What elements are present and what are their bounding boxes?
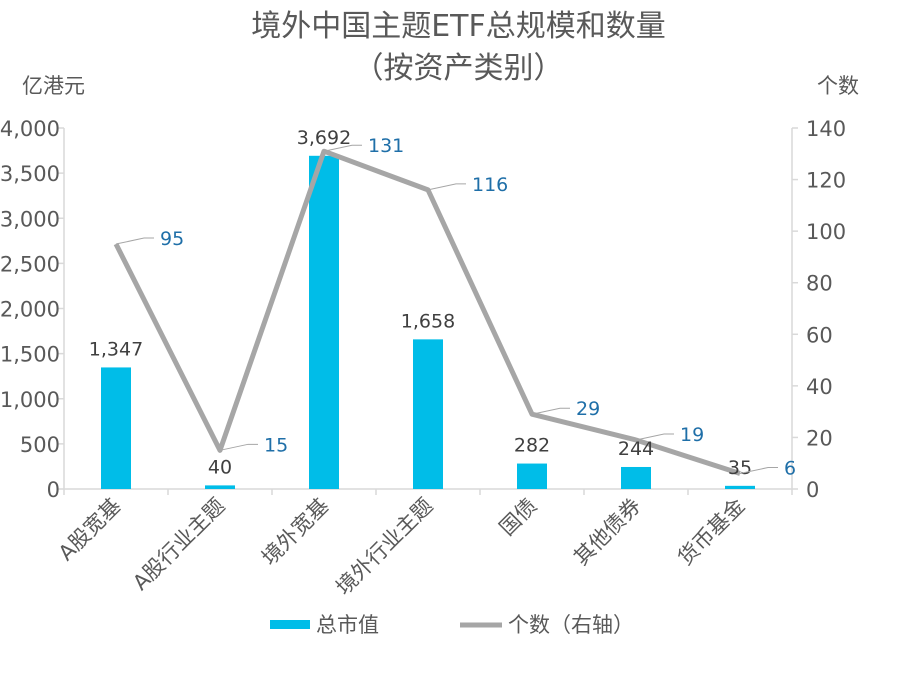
bar-value-label: 35 — [728, 457, 752, 479]
legend-label-line: 个数（右轴） — [508, 613, 634, 637]
leader-line — [635, 433, 674, 441]
bar — [309, 155, 339, 489]
chart-title-block: 境外中国主题ETF总规模和数量 （按资产类别） — [0, 6, 917, 90]
bar-value-label: 244 — [618, 438, 654, 460]
bar — [517, 463, 547, 489]
right-axis-unit: 个数 — [817, 74, 859, 98]
bar — [621, 466, 651, 489]
line-value-label: 15 — [264, 434, 288, 456]
legend: 总市值 个数（右轴） — [270, 613, 634, 637]
category-label: 境外宽基 — [257, 494, 333, 570]
left-tick-label: 3,000 — [0, 207, 60, 231]
chart-axes: 0 500 1,000 1,500 2,000 2,500 3,000 3,500 4,000 0… — [0, 117, 846, 502]
bar — [413, 339, 443, 489]
category-label: 国债 — [495, 494, 542, 541]
left-tick-label: 3,500 — [0, 162, 60, 186]
bar-value-label: 3,692 — [297, 127, 351, 149]
right-tick-label: 0 — [806, 478, 819, 502]
leader-line — [427, 183, 466, 191]
legend-label-bar: 总市值 — [316, 613, 379, 637]
right-tick-label: 120 — [806, 169, 846, 193]
right-tick-label: 100 — [806, 220, 846, 244]
line-value-label: 131 — [368, 135, 404, 157]
left-tick-label: 2,000 — [0, 298, 60, 322]
chart-subtitle: （按资产类别） — [353, 51, 564, 86]
right-tick-label: 40 — [806, 375, 833, 399]
chart-title: 境外中国主题ETF总规模和数量 — [251, 9, 666, 44]
bar-value-label: 282 — [514, 435, 550, 457]
bar — [101, 367, 131, 489]
bar-value-label: 40 — [208, 456, 232, 478]
line-value-label: 116 — [472, 174, 508, 196]
category-label: A股宽基 — [54, 494, 126, 566]
leader-line — [219, 443, 258, 451]
leader-line — [323, 144, 362, 152]
category-label: A股行业主题 — [128, 494, 229, 595]
line-value-label: 95 — [160, 228, 184, 250]
left-tick-label: 1,500 — [0, 343, 60, 367]
right-tick-label: 60 — [806, 323, 833, 347]
bar — [725, 485, 755, 489]
right-tick-label: 20 — [806, 426, 833, 450]
category-label: 境外行业主题 — [331, 494, 437, 600]
left-tick-label: 4,000 — [0, 117, 60, 141]
bar — [205, 485, 235, 489]
bar-series — [101, 155, 755, 489]
leader-line — [739, 467, 778, 475]
line-value-label: 19 — [680, 424, 704, 446]
data-labels: 1,347 40 3,692 1,658 282 244 35 95 15 131 116 29 19 6 — [89, 127, 796, 480]
legend-swatch-bar — [270, 620, 310, 629]
left-tick-label: 1,000 — [0, 388, 60, 412]
bar-value-label: 1,658 — [401, 310, 455, 332]
bar-value-label: 1,347 — [89, 338, 143, 360]
right-tick-label: 80 — [806, 272, 833, 296]
line-value-label: 6 — [784, 458, 796, 480]
category-label: 货币基金 — [673, 494, 749, 570]
line-value-label: 29 — [576, 398, 600, 420]
left-tick-label: 500 — [20, 433, 60, 457]
left-tick-label: 0 — [47, 478, 60, 502]
category-label: 其他债券 — [569, 494, 645, 570]
left-tick-label: 2,500 — [0, 252, 60, 276]
leader-line — [531, 407, 570, 415]
right-tick-label: 140 — [806, 117, 846, 141]
left-axis-unit: 亿港元 — [22, 74, 85, 98]
leader-line — [115, 237, 154, 245]
